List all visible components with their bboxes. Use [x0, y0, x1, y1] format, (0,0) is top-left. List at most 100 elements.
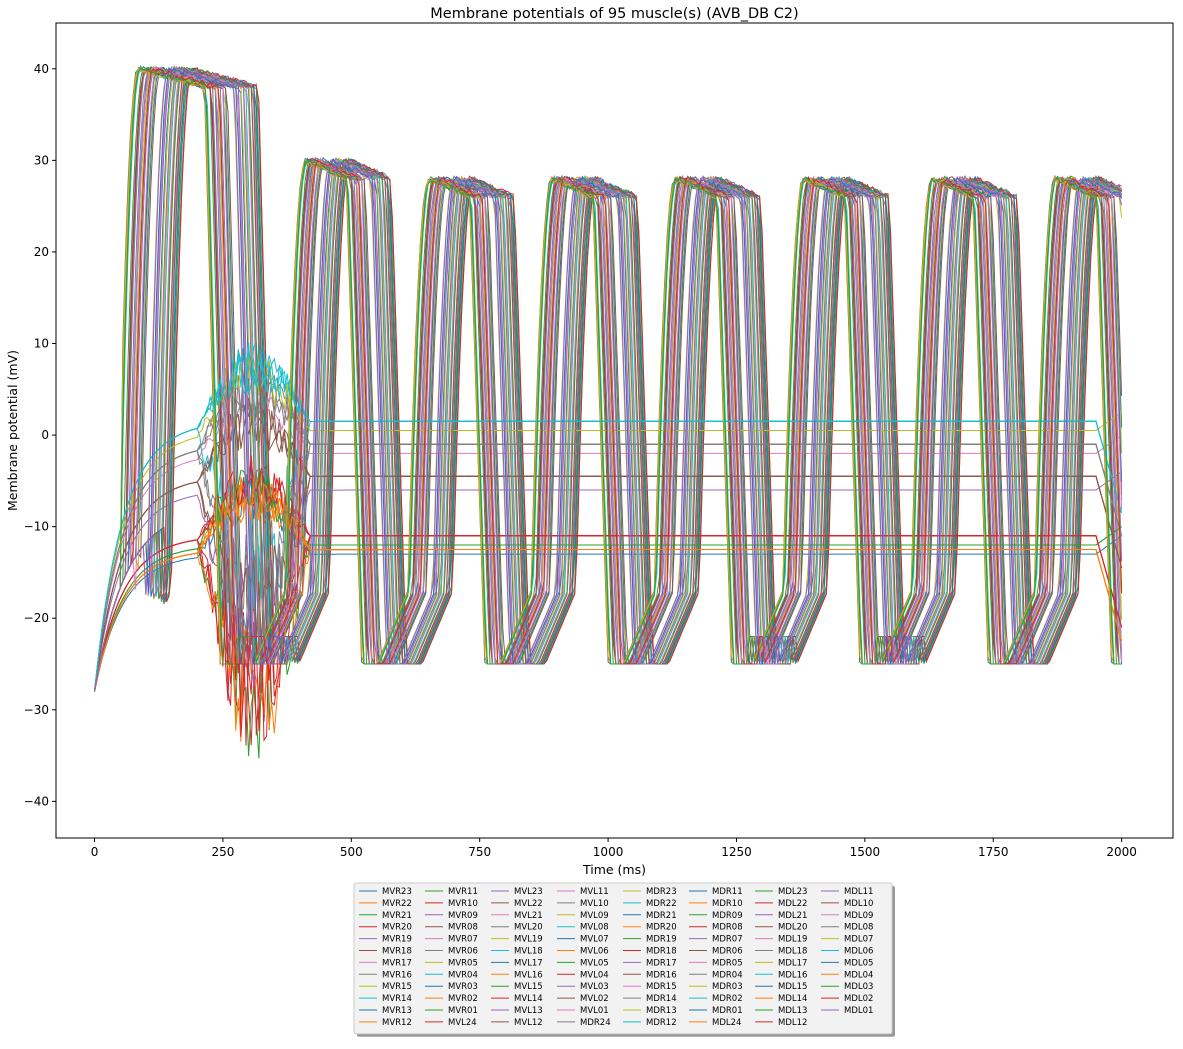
legend-label: MVL14 — [514, 994, 543, 1004]
legend-label: MDR23 — [646, 887, 677, 897]
legend-label: MVR21 — [382, 911, 412, 921]
legend-label: MVR19 — [382, 935, 412, 945]
legend-label: MDR16 — [646, 970, 677, 980]
legend-label: MDR04 — [712, 970, 743, 980]
plot-lines — [94, 65, 1123, 759]
legend-label: MDL05 — [844, 958, 873, 968]
legend-label: MDL16 — [778, 970, 807, 980]
y-axis-label: Membrane potential (mV) — [5, 350, 20, 511]
legend-label: MVL12 — [514, 1018, 543, 1028]
legend-label: MVL23 — [514, 887, 543, 897]
legend-label: MDR05 — [712, 958, 743, 968]
y-tick-label: −10 — [24, 520, 49, 534]
legend-label: MDL20 — [778, 923, 807, 933]
legend-label: MVL18 — [514, 947, 543, 957]
y-tick-label: 10 — [34, 337, 49, 351]
legend-label: MVL02 — [580, 994, 609, 1004]
legend-label: MVR09 — [448, 911, 478, 921]
x-tick-label: 1500 — [850, 845, 881, 859]
legend-label: MVL06 — [580, 947, 609, 957]
legend-box — [353, 882, 893, 1035]
series-line-mvl05 — [94, 67, 1123, 692]
legend-label: MDL18 — [778, 947, 807, 957]
legend-label: MDL22 — [778, 899, 807, 909]
legend-label: MDR15 — [646, 982, 677, 992]
legend-label: MDL02 — [844, 994, 873, 1004]
legend-label: MVL20 — [514, 923, 543, 933]
legend-label: MVR06 — [448, 947, 478, 957]
legend-label: MDR20 — [646, 923, 677, 933]
legend-label: MVR04 — [448, 970, 478, 980]
legend-label: MDR17 — [646, 958, 677, 968]
legend-label: MVL16 — [514, 970, 543, 980]
legend-label: MDR03 — [712, 982, 743, 992]
x-tick-label: 1750 — [978, 845, 1009, 859]
legend-label: MVL15 — [514, 982, 543, 992]
legend-label: MDR18 — [646, 947, 677, 957]
legend-label: MDL24 — [712, 1018, 741, 1028]
series-line-mdl12 — [94, 468, 1123, 692]
legend-label: MDL01 — [844, 1006, 873, 1016]
legend-label: MDR19 — [646, 935, 677, 945]
legend-label: MVR13 — [382, 1006, 412, 1016]
legend-label: MVR10 — [448, 899, 478, 909]
y-tick-label: −20 — [24, 611, 49, 625]
legend-label: MVR11 — [448, 887, 478, 897]
legend-label: MDR09 — [712, 911, 743, 921]
y-tick-label: 20 — [34, 245, 49, 259]
legend-label: MDL04 — [844, 970, 873, 980]
legend-label: MVL07 — [580, 935, 609, 945]
legend-label: MVL11 — [580, 887, 609, 897]
legend-label: MDR24 — [580, 1018, 611, 1028]
legend-label: MDR02 — [712, 994, 743, 1004]
legend-label: MVL01 — [580, 1006, 609, 1016]
x-tick-label: 750 — [468, 845, 491, 859]
legend-label: MVL13 — [514, 1006, 543, 1016]
legend-label: MVR22 — [382, 899, 412, 909]
y-axis: −40 −30 −20 −10 0 10 20 30 40 — [24, 62, 56, 808]
legend-label: MVR03 — [448, 982, 478, 992]
legend-label: MDL13 — [778, 1006, 807, 1016]
legend-label: MDL07 — [844, 935, 873, 945]
y-tick-label: 40 — [34, 62, 49, 76]
legend-label: MDR13 — [646, 1006, 677, 1016]
series-line-mdl13 — [94, 469, 1122, 692]
y-tick-label: 0 — [41, 428, 49, 442]
x-tick-label: 0 — [91, 845, 99, 859]
series-line-mvl07 — [94, 474, 1122, 692]
legend-label: MVR18 — [382, 947, 412, 957]
series-line-mdr11 — [94, 68, 1123, 692]
legend-label: MDR22 — [646, 899, 677, 909]
x-tick-label: 2000 — [1106, 845, 1137, 859]
legend-label: MDR08 — [712, 923, 743, 933]
legend-label: MDL06 — [844, 947, 873, 957]
legend-label: MDR21 — [646, 911, 677, 921]
y-tick-label: −30 — [24, 703, 49, 717]
legend-label: MVL24 — [448, 1018, 477, 1028]
legend-label: MVR15 — [382, 982, 412, 992]
legend-label: MDL10 — [844, 899, 873, 909]
plot-frame — [55, 22, 1174, 839]
legend-label: MDR01 — [712, 1006, 743, 1016]
legend-label: MVR23 — [382, 887, 412, 897]
legend-label: MDR07 — [712, 935, 743, 945]
x-tick-label: 250 — [211, 845, 234, 859]
legend-label: MDL17 — [778, 958, 807, 968]
series-line-mdl01 — [94, 66, 1122, 692]
legend-label: MDL15 — [778, 982, 807, 992]
legend-label: MDR11 — [712, 887, 743, 897]
legend-label: MDL19 — [778, 935, 807, 945]
legend-label: MVR02 — [448, 994, 478, 1004]
legend-label: MDL09 — [844, 911, 873, 921]
legend-label: MDL14 — [778, 994, 807, 1004]
x-tick-label: 1250 — [721, 845, 752, 859]
legend-label: MDR10 — [712, 899, 743, 909]
x-tick-label: 500 — [340, 845, 363, 859]
legend-label: MDL12 — [778, 1018, 807, 1028]
legend-label: MVL21 — [514, 911, 543, 921]
y-tick-label: 30 — [34, 153, 49, 167]
chart-title: Membrane potentials of 95 muscle(s) (AVB… — [430, 6, 798, 22]
legend-label: MDL08 — [844, 923, 873, 933]
legend-label: MVR08 — [448, 923, 478, 933]
